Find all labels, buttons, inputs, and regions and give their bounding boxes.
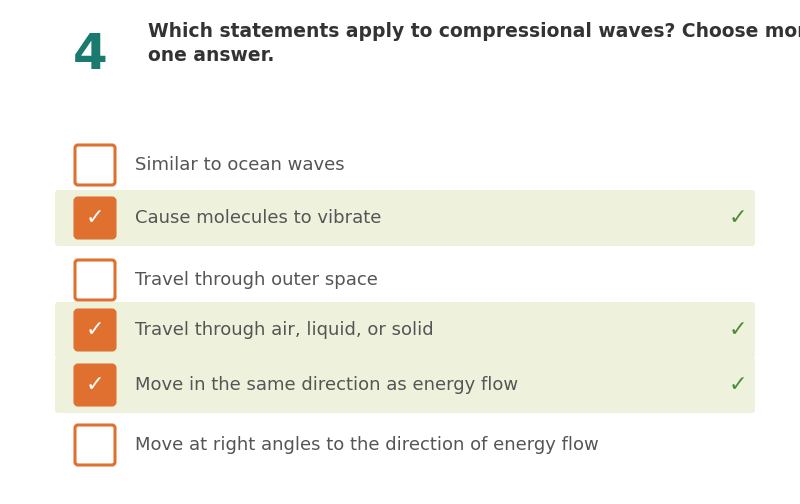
FancyBboxPatch shape [55, 190, 755, 246]
Text: ✓: ✓ [729, 320, 747, 340]
FancyBboxPatch shape [75, 145, 115, 185]
FancyBboxPatch shape [75, 310, 115, 350]
Text: Move in the same direction as energy flow: Move in the same direction as energy flo… [135, 376, 518, 394]
Text: ✓: ✓ [729, 375, 747, 395]
FancyBboxPatch shape [75, 425, 115, 465]
Text: one answer.: one answer. [148, 46, 274, 65]
FancyBboxPatch shape [75, 260, 115, 300]
FancyBboxPatch shape [55, 357, 755, 413]
Text: ✓: ✓ [86, 208, 104, 228]
FancyBboxPatch shape [75, 198, 115, 238]
Text: Move at right angles to the direction of energy flow: Move at right angles to the direction of… [135, 436, 598, 454]
Text: 4: 4 [73, 31, 107, 79]
Text: ✓: ✓ [86, 320, 104, 340]
FancyBboxPatch shape [55, 302, 755, 358]
Text: ✓: ✓ [86, 375, 104, 395]
Text: Cause molecules to vibrate: Cause molecules to vibrate [135, 209, 382, 227]
Text: Travel through air, liquid, or solid: Travel through air, liquid, or solid [135, 321, 434, 339]
Text: Similar to ocean waves: Similar to ocean waves [135, 156, 345, 174]
FancyBboxPatch shape [75, 365, 115, 405]
Text: Which statements apply to compressional waves? Choose more than: Which statements apply to compressional … [148, 22, 800, 41]
Text: Travel through outer space: Travel through outer space [135, 271, 378, 289]
Text: ✓: ✓ [729, 208, 747, 228]
